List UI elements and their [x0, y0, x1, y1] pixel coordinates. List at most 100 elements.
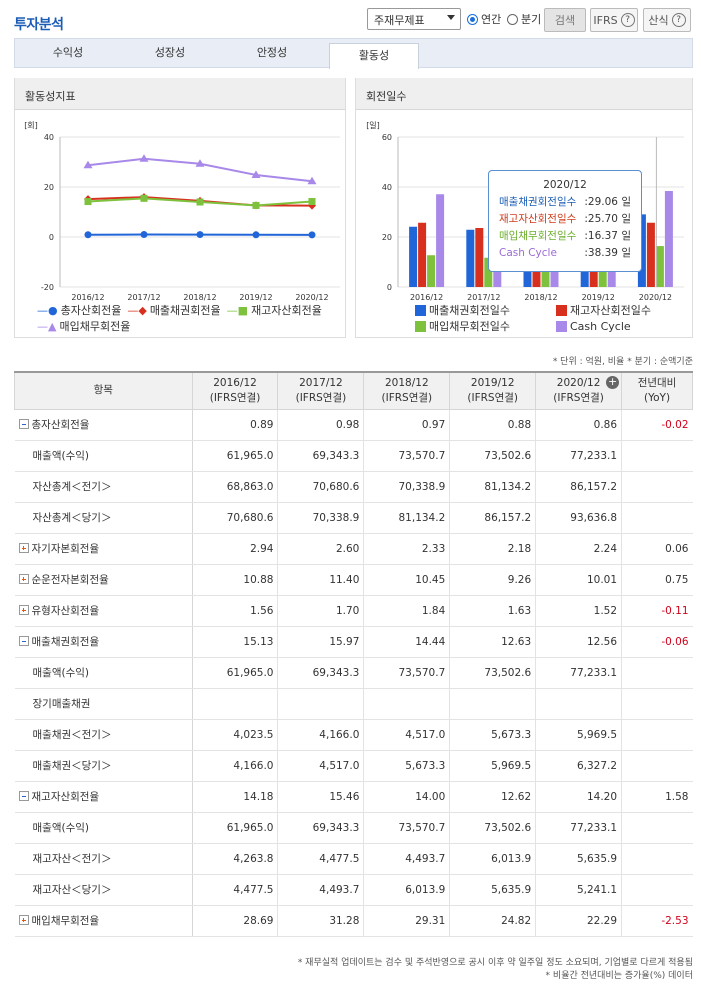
yoy-cell: [621, 874, 693, 906]
x-tick-label: 2017/12: [467, 293, 500, 302]
data-point[interactable]: [196, 198, 204, 206]
legend-item[interactable]: Cash Cycle: [556, 318, 686, 334]
legend-item[interactable]: —● 총자산회전율: [37, 302, 121, 318]
row-label-cell[interactable]: 매입채무회전율: [14, 905, 193, 937]
data-point[interactable]: [252, 231, 260, 239]
legend-item[interactable]: —■ 재고자산회전율: [227, 302, 322, 318]
add-column-icon[interactable]: +: [606, 375, 620, 389]
row-label-cell[interactable]: 자기자본회전율: [14, 533, 193, 565]
radio-quarter[interactable]: 분기: [507, 11, 541, 27]
value-cell: 22.29: [535, 905, 622, 937]
data-point[interactable]: [252, 201, 260, 209]
row-label: 재고자산＜전기＞: [32, 853, 112, 865]
help-icon: ?: [620, 13, 635, 27]
row-label-cell[interactable]: 총자산회전율: [14, 409, 193, 441]
collapse-icon[interactable]: [18, 791, 29, 801]
bar[interactable]: [646, 222, 655, 287]
data-point[interactable]: [83, 160, 93, 169]
table-row: 매입채무회전율 28.69 31.28 29.31 24.82 22.29 -2.53: [14, 905, 693, 937]
expand-icon[interactable]: [18, 543, 29, 553]
tab-activity[interactable]: 활동성: [329, 43, 419, 69]
row-label-cell[interactable]: 순운전자본회전율: [14, 564, 193, 596]
value-cell: 5,673.3: [449, 719, 536, 751]
value-cell: 4,517.0: [363, 719, 450, 751]
bar[interactable]: [655, 246, 664, 287]
collapse-icon[interactable]: [18, 636, 29, 646]
y-tick-label: 20: [382, 233, 392, 242]
data-point[interactable]: [140, 231, 148, 239]
table-row: 순운전자본회전율 10.88 11.40 10.45 9.26 10.01 0.75: [14, 564, 693, 596]
table-row: 유형자산회전율 1.56 1.70 1.84 1.63 1.52 -0.11: [14, 595, 693, 627]
chevron-down-icon: [447, 15, 455, 20]
data-point[interactable]: [140, 194, 148, 202]
row-label-cell[interactable]: 매출채권회전율: [14, 626, 193, 658]
legend-item[interactable]: 재고자산회전일수: [556, 302, 686, 318]
collapse-icon[interactable]: [18, 419, 29, 429]
data-point[interactable]: [139, 154, 149, 162]
bar[interactable]: [664, 191, 673, 287]
bar[interactable]: [418, 222, 427, 287]
tab-growth[interactable]: 성장성: [154, 46, 186, 59]
expand-icon[interactable]: [18, 605, 29, 615]
legend-marker-icon: —●: [37, 303, 58, 317]
y-axis-label: [일]: [366, 121, 380, 130]
value-cell: [535, 688, 622, 720]
data-point[interactable]: [308, 231, 316, 239]
expand-icon[interactable]: [18, 915, 29, 925]
value-cell: 61,965.0: [191, 812, 278, 844]
legend-item[interactable]: 매입채무회전일수: [415, 318, 550, 334]
row-label-cell: 매출채권＜당기＞: [14, 750, 193, 782]
data-point[interactable]: [196, 231, 204, 239]
table-row: 장기매출채권: [14, 688, 693, 720]
x-tick-label: 2017/12: [127, 293, 160, 302]
tooltip-row: 재고자산회전일수:25.70 일: [499, 211, 631, 228]
row-label: 자산총계＜전기＞: [32, 481, 112, 493]
data-point[interactable]: [307, 176, 317, 185]
data-point[interactable]: [195, 159, 205, 167]
value-cell: 2.60: [277, 533, 364, 565]
tooltip-row: 매출채권회전일수:29.06 일: [499, 194, 631, 211]
legend-swatch-icon: [556, 304, 567, 316]
tab-profitability[interactable]: 수익성: [52, 46, 84, 59]
legend-swatch-icon: [415, 320, 426, 332]
bar[interactable]: [427, 255, 436, 287]
value-cell: 5,635.9: [535, 843, 622, 875]
value-cell: 4,166.0: [191, 750, 278, 782]
formula-help-button[interactable]: 산식 ?: [643, 8, 691, 32]
legend-label: 재고자산회전율: [251, 304, 322, 317]
yoy-cell: [621, 657, 693, 689]
ifrs-help-button[interactable]: IFRS ?: [590, 8, 638, 32]
legend-item[interactable]: —◆ 매출채권회전율: [127, 302, 220, 318]
legend-item[interactable]: 매출채권회전일수: [415, 302, 550, 318]
bar[interactable]: [475, 228, 484, 287]
row-label: 매출액(수익): [32, 667, 90, 679]
row-label-cell: 매출액(수익): [14, 440, 193, 472]
data-point[interactable]: [84, 198, 92, 206]
data-point[interactable]: [308, 198, 316, 205]
row-label-cell[interactable]: 재고자산회전율: [14, 781, 193, 813]
legend-item[interactable]: —▲ 매입채무회전율: [37, 318, 130, 334]
expand-icon[interactable]: [18, 574, 29, 584]
activity-table: 항목 2016/12 (IFRS연결) 2017/12 (IFRS연결) 201…: [14, 371, 693, 937]
value-cell: 70,680.6: [191, 502, 278, 534]
value-cell: 28.69: [191, 905, 278, 937]
bar[interactable]: [484, 257, 493, 287]
table-row: 자기자본회전율 2.94 2.60 2.33 2.18 2.24 0.06: [14, 533, 693, 565]
value-cell: [277, 688, 364, 720]
statement-type-select[interactable]: 주재무제표: [367, 8, 461, 30]
radio-annual[interactable]: 연간: [467, 11, 501, 27]
bar[interactable]: [436, 194, 445, 287]
bar[interactable]: [466, 229, 475, 287]
table-row: 매출액(수익) 61,965.0 69,343.3 73,570.7 73,502.6 7…: [14, 440, 693, 472]
row-label-cell[interactable]: 유형자산회전율: [14, 595, 193, 627]
bar[interactable]: [409, 226, 418, 287]
search-button[interactable]: 검색: [544, 8, 586, 32]
data-point[interactable]: [251, 170, 261, 178]
table-row: 매출채권회전율 15.13 15.97 14.44 12.63 12.56 -0.06: [14, 626, 693, 658]
y-tick-label: 40: [44, 133, 54, 142]
value-cell: 86,157.2: [535, 471, 622, 503]
table-row: 매출채권＜당기＞ 4,166.0 4,517.0 5,673.3 5,969.5 6,32…: [14, 750, 693, 782]
data-point[interactable]: [84, 231, 92, 239]
tab-stability[interactable]: 안정성: [256, 46, 288, 59]
